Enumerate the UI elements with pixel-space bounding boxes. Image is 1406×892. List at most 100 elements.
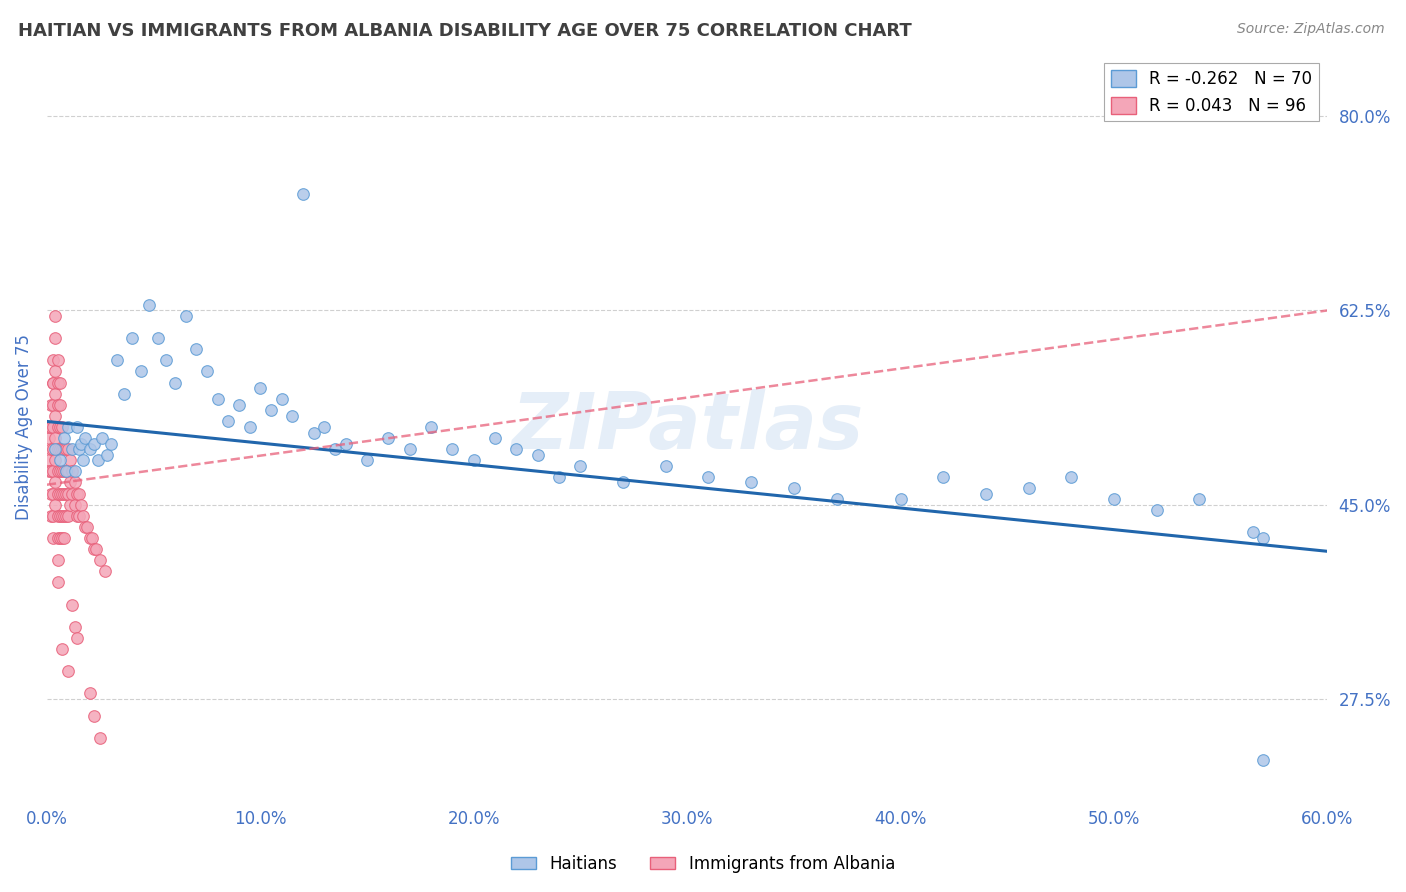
Point bbox=[63, 475, 86, 490]
Point bbox=[46, 353, 69, 368]
Point bbox=[66, 631, 89, 645]
Point bbox=[58, 420, 80, 434]
Point bbox=[67, 442, 90, 457]
Point bbox=[174, 309, 197, 323]
Point bbox=[44, 431, 66, 445]
Y-axis label: Disability Age Over 75: Disability Age Over 75 bbox=[15, 334, 32, 520]
Point bbox=[356, 453, 378, 467]
Point bbox=[83, 436, 105, 450]
Point bbox=[58, 664, 80, 678]
Point bbox=[146, 331, 169, 345]
Point bbox=[55, 508, 77, 523]
Point bbox=[46, 508, 69, 523]
Point bbox=[38, 431, 60, 445]
Point bbox=[42, 398, 65, 412]
Point bbox=[67, 508, 90, 523]
Point bbox=[48, 531, 70, 545]
Point bbox=[974, 486, 997, 500]
Text: ZIPatlas: ZIPatlas bbox=[510, 389, 863, 465]
Point bbox=[249, 381, 271, 395]
Point bbox=[39, 420, 62, 434]
Point bbox=[48, 464, 70, 478]
Point bbox=[314, 420, 336, 434]
Point bbox=[42, 353, 65, 368]
Point bbox=[44, 453, 66, 467]
Point bbox=[323, 442, 346, 457]
Point bbox=[51, 442, 73, 457]
Point bbox=[186, 343, 208, 357]
Point bbox=[96, 448, 118, 462]
Legend: Haitians, Immigrants from Albania: Haitians, Immigrants from Albania bbox=[505, 848, 901, 880]
Point bbox=[44, 475, 66, 490]
Point bbox=[46, 575, 69, 590]
Point bbox=[39, 398, 62, 412]
Point bbox=[46, 553, 69, 567]
Point bbox=[63, 498, 86, 512]
Point bbox=[138, 298, 160, 312]
Point bbox=[1060, 470, 1083, 484]
Point bbox=[121, 331, 143, 345]
Point bbox=[783, 481, 806, 495]
Point bbox=[51, 642, 73, 657]
Point bbox=[51, 531, 73, 545]
Point bbox=[420, 420, 443, 434]
Point bbox=[100, 436, 122, 450]
Point bbox=[79, 442, 101, 457]
Point bbox=[75, 431, 97, 445]
Point bbox=[548, 470, 571, 484]
Point bbox=[84, 542, 107, 557]
Point bbox=[112, 386, 135, 401]
Point bbox=[335, 436, 357, 450]
Point bbox=[932, 470, 955, 484]
Point bbox=[59, 475, 82, 490]
Point bbox=[48, 376, 70, 390]
Point bbox=[195, 364, 218, 378]
Point bbox=[890, 492, 912, 507]
Point bbox=[42, 486, 65, 500]
Point bbox=[42, 420, 65, 434]
Point bbox=[75, 520, 97, 534]
Point bbox=[260, 403, 283, 417]
Point bbox=[93, 564, 115, 578]
Point bbox=[46, 486, 69, 500]
Point bbox=[44, 331, 66, 345]
Point bbox=[72, 508, 94, 523]
Point bbox=[72, 453, 94, 467]
Point bbox=[83, 542, 105, 557]
Point bbox=[70, 436, 93, 450]
Point bbox=[44, 364, 66, 378]
Point bbox=[291, 186, 314, 201]
Point bbox=[39, 486, 62, 500]
Text: Source: ZipAtlas.com: Source: ZipAtlas.com bbox=[1237, 22, 1385, 37]
Point bbox=[51, 508, 73, 523]
Point bbox=[217, 414, 239, 428]
Point bbox=[59, 453, 82, 467]
Point bbox=[44, 498, 66, 512]
Point bbox=[83, 708, 105, 723]
Point bbox=[66, 486, 89, 500]
Point bbox=[58, 508, 80, 523]
Point bbox=[51, 486, 73, 500]
Point bbox=[91, 431, 114, 445]
Point bbox=[42, 376, 65, 390]
Point bbox=[163, 376, 186, 390]
Point bbox=[825, 492, 848, 507]
Point bbox=[48, 508, 70, 523]
Point bbox=[63, 620, 86, 634]
Point bbox=[1146, 503, 1168, 517]
Point bbox=[484, 431, 506, 445]
Point bbox=[89, 553, 111, 567]
Legend: R = -0.262   N = 70, R = 0.043   N = 96: R = -0.262 N = 70, R = 0.043 N = 96 bbox=[1104, 63, 1319, 121]
Point bbox=[48, 420, 70, 434]
Point bbox=[207, 392, 229, 407]
Point bbox=[1241, 525, 1264, 540]
Point bbox=[129, 364, 152, 378]
Point bbox=[76, 520, 98, 534]
Point bbox=[48, 453, 70, 467]
Point bbox=[569, 458, 592, 473]
Point bbox=[740, 475, 762, 490]
Point bbox=[463, 453, 485, 467]
Point bbox=[228, 398, 250, 412]
Point bbox=[67, 486, 90, 500]
Point bbox=[1102, 492, 1125, 507]
